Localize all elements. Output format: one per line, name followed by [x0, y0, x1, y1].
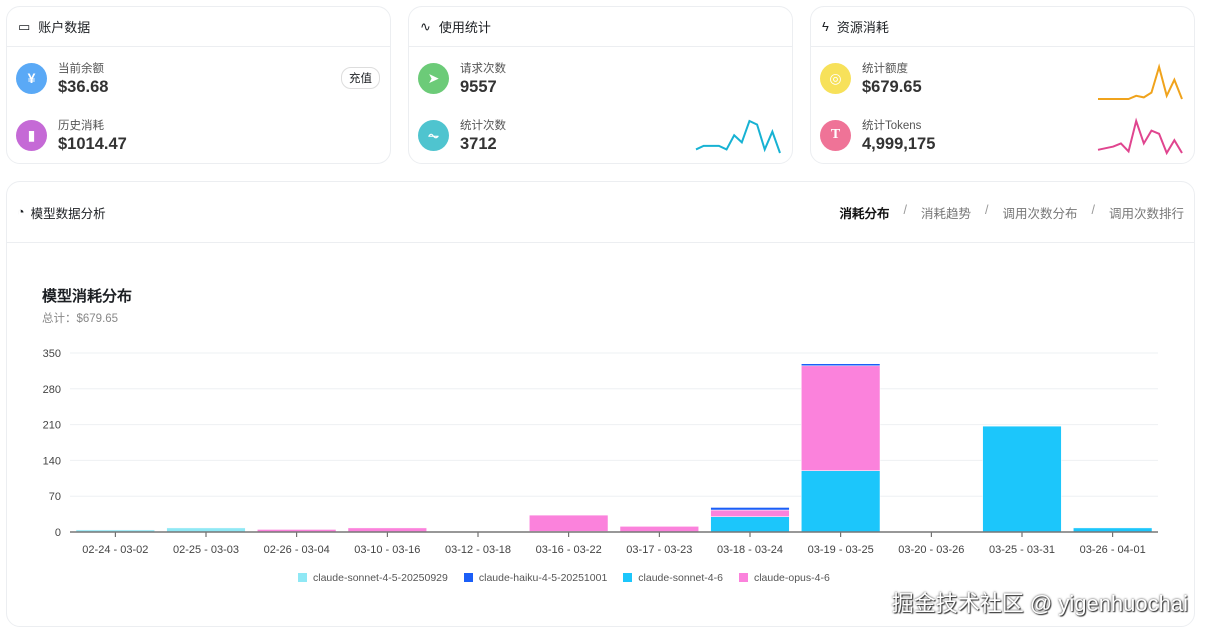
watermark: 掘金技术社区 @ yigenhuochai [891, 591, 1188, 616]
legend-label: claude-sonnet-4-6 [638, 572, 723, 584]
x-tick-label: 03-19 - 03-25 [808, 544, 874, 556]
bar-segment[interactable] [801, 365, 881, 471]
text-t-icon: T [820, 119, 851, 151]
tab-3[interactable]: 调用次数排行 [1108, 206, 1184, 221]
recharge-button[interactable]: 充值 [341, 67, 380, 89]
tab-2[interactable]: 调用次数分布 [1002, 206, 1078, 221]
pie-chart-icon: ◔ [17, 205, 25, 219]
legend-label: claude-sonnet-4-5-20250929 [313, 572, 448, 584]
legend-item[interactable]: claude-sonnet-4-5-20250929 [298, 572, 448, 584]
x-tick-label: 03-10 - 03-16 [354, 544, 420, 556]
chart-subtitle: 总计：$679.65 [42, 313, 119, 325]
tokens-label: 统计Tokens [862, 119, 922, 132]
stats-value: 3712 [460, 134, 497, 153]
wallet-icon: ▭ [18, 18, 31, 34]
x-tick-label: 03-20 - 03-26 [898, 544, 964, 556]
bar-segment[interactable] [710, 507, 790, 511]
balance-value: $36.68 [58, 77, 109, 96]
activity-icon: ∿ [420, 18, 431, 34]
requests-value: 9557 [460, 77, 497, 96]
y-tick-label: 0 [55, 527, 61, 539]
x-tick-label: 02-26 - 03-04 [264, 544, 330, 556]
chart-legend: claude-sonnet-4-5-20250929 claude-haiku-4… [298, 572, 830, 584]
tab-separator: / [903, 202, 907, 217]
tab-0[interactable]: 消耗分布 [839, 206, 890, 221]
x-tick-label: 02-24 - 03-02 [82, 544, 148, 556]
tokens-sparkline [1097, 117, 1183, 156]
quota-sparkline [1098, 63, 1183, 100]
tab-separator: / [985, 202, 989, 217]
bar-segment[interactable] [710, 516, 790, 533]
sparkline-path [1097, 117, 1183, 156]
legend-swatch [298, 573, 307, 582]
legend-swatch [623, 573, 633, 582]
coin-icon: ◎ [820, 62, 851, 94]
bar-segment[interactable] [529, 514, 609, 532]
analysis-tabs: 消耗分布 / 消耗趋势 / 调用次数分布 / 调用次数排行 [839, 203, 1184, 222]
tab-separator: / [1091, 202, 1095, 217]
legend-item[interactable]: claude-haiku-4-5-20251001 [463, 572, 608, 584]
bar-segment[interactable] [801, 470, 881, 533]
x-tick-label: 02-25 - 03-03 [173, 544, 239, 556]
x-tick-label: 03-26 - 04-01 [1080, 544, 1146, 556]
history-label: 历史消耗 [58, 119, 104, 132]
lightning-icon: ϟ [822, 19, 829, 34]
yen-icon: ¥ [16, 62, 47, 94]
legend-label: claude-haiku-4-5-20251001 [478, 572, 608, 584]
pulse-icon: ⏦ [418, 119, 449, 151]
card-title: 账户数据 [38, 20, 91, 35]
legend-label: claude-opus-4-6 [753, 572, 830, 584]
quota-value: $679.65 [862, 77, 922, 96]
balance-label: 当前余额 [58, 62, 104, 75]
legend-item[interactable]: claude-sonnet-4-6 [623, 572, 723, 584]
model-analysis-panel: ◔ 模型数据分析 消耗分布 / 消耗趋势 / 调用次数分布 / 调用次数排行 模型消耗分布 … [6, 181, 1195, 627]
x-tick-label: 03-18 - 03-24 [717, 544, 783, 556]
tab-1[interactable]: 消耗趋势 [920, 206, 971, 221]
legend-swatch [738, 573, 748, 582]
history-value: $1014.47 [58, 134, 127, 153]
x-tick-label: 03-25 - 03-31 [989, 544, 1055, 556]
bar-segment[interactable] [710, 509, 790, 517]
y-tick-label: 210 [43, 420, 61, 432]
y-tick-label: 140 [43, 455, 61, 467]
chart-title: 模型消耗分布 [42, 288, 133, 305]
usage-card: ∿ 使用统计 ➤ 请求次数 9557 ⏦ 统计次数 3712 [408, 6, 793, 164]
bar-chart-icon: ▮ [16, 119, 47, 151]
legend-item[interactable]: claude-opus-4-6 [738, 572, 830, 584]
sparkline-path [695, 119, 781, 154]
x-tick-label: 03-12 - 03-18 [445, 544, 511, 556]
y-tick-label: 280 [43, 384, 61, 396]
usage-sparkline [695, 119, 781, 154]
requests-label: 请求次数 [460, 62, 506, 75]
quota-label: 统计额度 [862, 62, 908, 75]
resource-card: ϟ 资源消耗 ◎ 统计额度 $679.65 T 统计Tokens 4,999,175 [810, 6, 1195, 164]
bar-segment[interactable] [619, 526, 699, 533]
y-tick-label: 350 [43, 348, 61, 360]
stats-label: 统计次数 [460, 119, 506, 132]
sparkline-path [1098, 63, 1183, 100]
bar-segment[interactable] [982, 425, 1062, 533]
x-tick-label: 03-17 - 03-23 [626, 544, 692, 556]
y-tick-label: 70 [49, 491, 61, 503]
x-tick-label: 03-16 - 03-22 [536, 544, 602, 556]
card-title: 资源消耗 [836, 20, 889, 35]
card-title: 使用统计 [438, 20, 491, 35]
account-card: ▭ 账户数据 ¥ 当前余额 $36.68 充值 ▮ 历史消耗 $1014.47 [6, 6, 391, 164]
panel-title: 模型数据分析 [30, 206, 106, 221]
legend-swatch [463, 573, 473, 582]
tokens-value: 4,999,175 [862, 134, 936, 153]
bar-segment[interactable] [801, 363, 881, 367]
send-icon: ➤ [418, 62, 449, 94]
